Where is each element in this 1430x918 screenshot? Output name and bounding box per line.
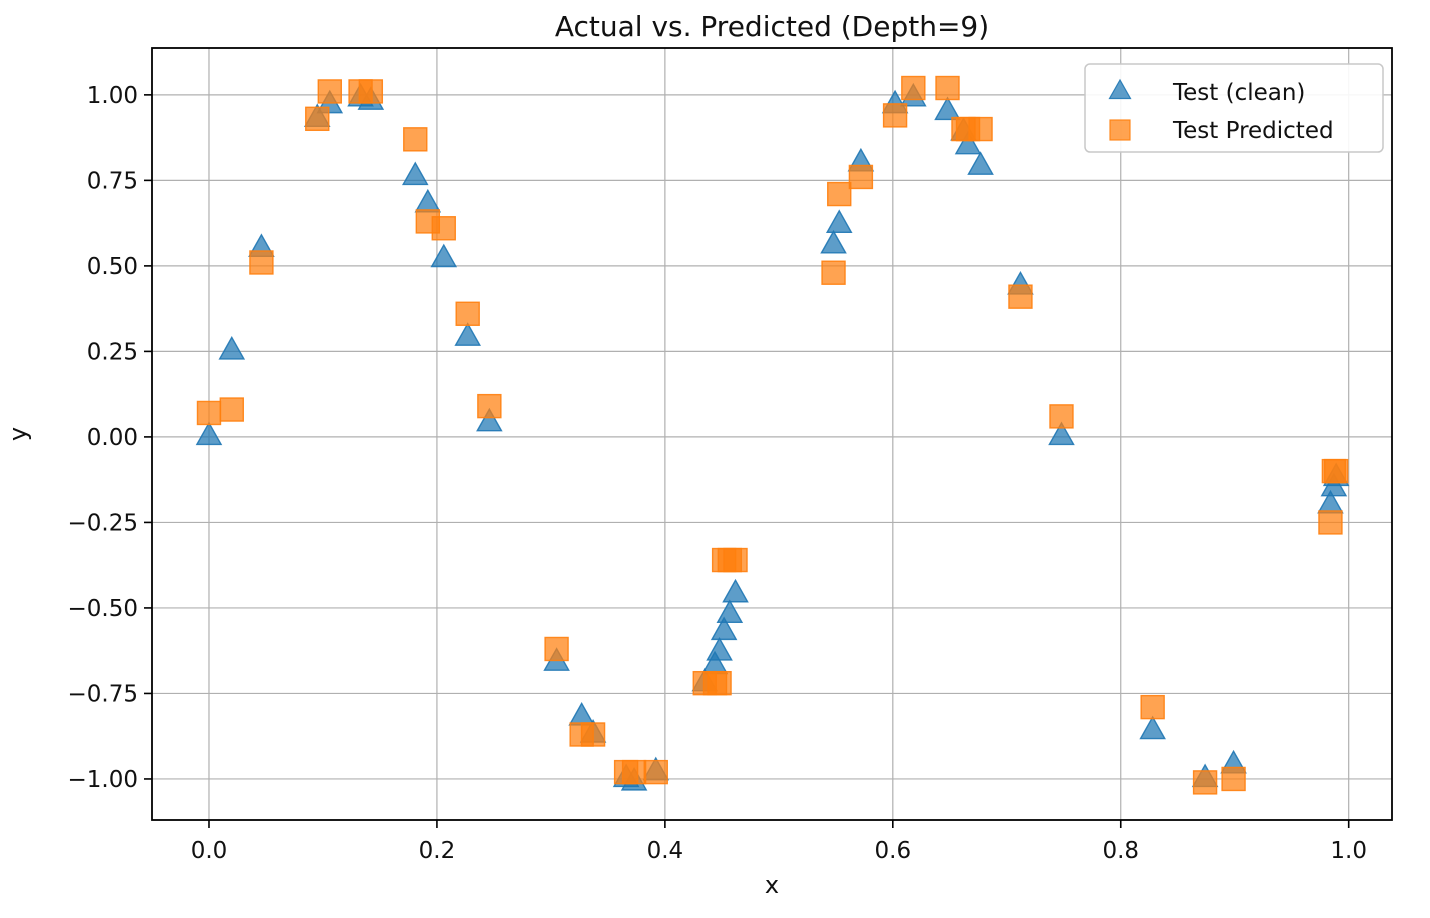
data-point-square (848, 164, 874, 190)
legend-item-label: Test Predicted (1172, 118, 1334, 144)
y-tick-label: −0.75 (68, 681, 138, 707)
data-point-square (219, 397, 244, 422)
data-point-square (621, 759, 647, 785)
data-point-triangle (716, 599, 744, 623)
data-point-square (935, 75, 960, 101)
data-point-triangle (1139, 715, 1166, 740)
data-point-triangle (218, 335, 246, 360)
legend-box (1084, 63, 1384, 153)
data-point-square (723, 547, 748, 573)
x-tick-label: 1.0 (1330, 838, 1367, 864)
data-point-square (317, 79, 342, 104)
legend-marker-square (1109, 119, 1131, 141)
y-tick-label: −0.50 (68, 596, 138, 622)
data-point-square (1049, 404, 1074, 429)
data-point-square (707, 670, 732, 696)
legend-marker-triangle (1108, 78, 1132, 100)
axis-ticks: 0.0 0.2 0.4 0.6 0.8 1.0 1.00 0.75 0.50 0.25 0.00 −0… (68, 83, 1367, 864)
data-point-triangle (430, 243, 458, 268)
plot-area: 0.0 0.2 0.4 0.6 0.8 1.0 1.00 0.75 0.50 0.25 0.00 −0… (68, 47, 1393, 864)
data-point-triangle (825, 209, 853, 234)
data-point-triangle (401, 161, 429, 186)
data-point-square (544, 636, 569, 662)
data-point-square (643, 759, 668, 785)
y-tick-label: 0.50 (87, 254, 138, 280)
data-point-square (968, 116, 993, 142)
y-tick-label: 0.75 (87, 168, 138, 194)
data-point-square (455, 301, 480, 326)
data-point-square (1008, 284, 1033, 309)
data-point-triangle (476, 407, 503, 432)
data-point-triangle (967, 151, 994, 175)
data-point-square (305, 106, 330, 132)
legend-item-label: Test (clean) (1172, 80, 1305, 106)
data-point-square (358, 79, 384, 104)
y-tick-label: 0.25 (87, 339, 138, 365)
data-point-square (403, 127, 428, 152)
series-test-predicted (196, 75, 1349, 795)
x-tick-label: 0.2 (419, 838, 456, 864)
x-tick-label: 0.0 (191, 838, 228, 864)
data-point-triangle (414, 188, 442, 213)
y-tick-label: 0.00 (87, 425, 138, 451)
data-point-triangle (934, 96, 961, 121)
data-point-square (1140, 694, 1165, 720)
data-point-square (821, 260, 846, 285)
data-point-square (1221, 766, 1246, 792)
data-point-square (196, 400, 222, 426)
x-tick-label: 0.6 (875, 838, 912, 864)
data-point-triangle (954, 130, 982, 155)
data-point-triangle (1048, 421, 1075, 446)
chart-title: Actual vs. Predicted (Depth=9) (555, 10, 989, 43)
data-point-triangle (706, 636, 733, 661)
data-point-square (882, 103, 908, 128)
x-tick-label: 0.4 (647, 838, 684, 864)
x-tick-label: 0.8 (1102, 838, 1139, 864)
axes-frame (151, 47, 1393, 821)
data-point-triangle (454, 322, 481, 346)
data-point-square (1318, 510, 1343, 535)
data-point-square (580, 722, 606, 747)
data-point-square (249, 250, 274, 275)
data-point-triangle (568, 701, 595, 726)
x-axis-label: x (765, 871, 779, 899)
y-axis-label: y (4, 427, 32, 441)
gridlines (152, 48, 1392, 820)
data-point-square (431, 216, 456, 241)
data-point-triangle (710, 616, 738, 641)
data-point-triangle (195, 421, 223, 446)
data-point-triangle (722, 578, 749, 603)
data-point-square (1192, 770, 1218, 795)
data-point-square (1323, 458, 1349, 484)
y-tick-label: −0.25 (68, 510, 138, 536)
data-point-square (901, 75, 926, 101)
data-point-square (827, 181, 852, 207)
y-tick-label: −1.00 (68, 767, 138, 793)
legend: Test (clean) Test Predicted (1084, 63, 1384, 153)
y-tick-label: 1.00 (87, 83, 138, 109)
data-point-triangle (820, 229, 847, 254)
data-point-square (477, 393, 502, 419)
